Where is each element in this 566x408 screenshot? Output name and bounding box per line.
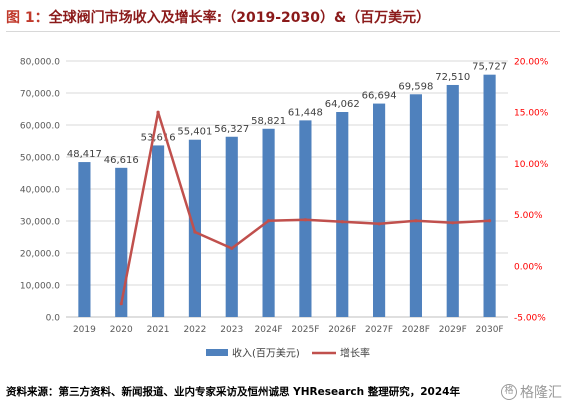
y-right-tick-label: -5.00% bbox=[514, 314, 546, 324]
growth-rate-point bbox=[156, 110, 160, 114]
y-left-tick-label: 20,000.0 bbox=[20, 250, 60, 260]
legend-label-revenue: 收入(百万美元) bbox=[232, 347, 300, 360]
x-tick-label: 2025F bbox=[291, 325, 319, 335]
y-left-tick-label: 40,000.0 bbox=[20, 186, 60, 196]
growth-rate-point bbox=[451, 221, 455, 225]
y-left-tick-label: 70,000.0 bbox=[20, 90, 60, 100]
growth-rate-point bbox=[303, 218, 308, 222]
figure-title-text: 全球阀门市场收入及增长率:（2019-2030）&（百万美元） bbox=[48, 10, 431, 26]
source-note: 资料来源：第三方资料、新闻报道、业内专家采访及恒州诚思 YHResearch 整… bbox=[6, 386, 460, 398]
bar bbox=[152, 145, 165, 317]
bar-data-label: 56,327 bbox=[214, 124, 249, 135]
bar bbox=[373, 103, 386, 318]
bar-data-label: 69,598 bbox=[398, 81, 433, 92]
legend-swatch-revenue bbox=[206, 349, 228, 356]
growth-rate-point bbox=[119, 302, 123, 306]
y-right-tick-label: 0.00% bbox=[514, 262, 543, 272]
bar bbox=[483, 74, 496, 317]
x-tick-label: 2023 bbox=[220, 325, 243, 335]
y-right-tick-label: 10.00% bbox=[514, 160, 549, 170]
watermark-text: 格隆汇 bbox=[520, 385, 562, 401]
bar bbox=[446, 84, 459, 317]
y-left-tick-label: 0.0 bbox=[46, 314, 61, 324]
bar-data-label: 61,448 bbox=[288, 107, 323, 118]
bar bbox=[262, 128, 275, 317]
bar-data-label: 75,727 bbox=[472, 62, 507, 73]
x-tick-label: 2026F bbox=[328, 325, 356, 335]
x-tick-label: 2019 bbox=[73, 325, 96, 335]
y-left-tick-label: 50,000.0 bbox=[20, 154, 60, 164]
y-right-tick-label: 15.00% bbox=[514, 109, 549, 119]
bar-data-label: 55,401 bbox=[177, 127, 212, 138]
bar bbox=[336, 112, 349, 317]
x-tick-label: 2024F bbox=[255, 325, 283, 335]
watermark-logo-icon: 格 bbox=[501, 384, 517, 400]
y-left-tick-label: 60,000.0 bbox=[20, 122, 60, 132]
bar-data-label: 46,616 bbox=[104, 155, 139, 166]
x-tick-label: 2030F bbox=[476, 325, 504, 335]
x-tick-label: 2027F bbox=[365, 325, 393, 335]
legend-label-growth: 增长率 bbox=[340, 347, 370, 360]
bar-data-label: 66,694 bbox=[362, 91, 397, 102]
figure-label: 图 1： bbox=[6, 10, 49, 26]
bar-data-label: 72,510 bbox=[435, 72, 470, 83]
y-right-tick-label: 20.00% bbox=[514, 58, 549, 68]
bar-data-label: 58,821 bbox=[251, 116, 286, 127]
growth-rate-point bbox=[230, 246, 234, 250]
bar bbox=[115, 167, 128, 317]
bar bbox=[78, 162, 91, 317]
growth-rate-point bbox=[377, 222, 381, 226]
growth-rate-point bbox=[340, 220, 344, 224]
chart: 0.0 10,000.0 20,000.0 30,000.0 40,000.0 50,00… bbox=[20, 58, 549, 360]
y-left-tick-label: 10,000.0 bbox=[20, 282, 60, 292]
x-tick-label: 2020 bbox=[110, 325, 133, 335]
growth-rate-point bbox=[414, 219, 418, 223]
x-tick-label: 2028F bbox=[402, 325, 430, 335]
y-left-tick-label: 30,000.0 bbox=[20, 218, 60, 228]
bar-data-label: 53,616 bbox=[141, 132, 176, 143]
x-tick-label: 2022 bbox=[183, 325, 206, 335]
x-tick-label: 2029F bbox=[439, 325, 467, 335]
bar bbox=[225, 136, 238, 317]
watermark: 格 格隆汇 bbox=[501, 380, 562, 404]
bar-data-label: 48,417 bbox=[67, 149, 102, 160]
growth-rate-point bbox=[487, 219, 492, 223]
bar-data-label: 64,062 bbox=[325, 99, 360, 110]
x-tick-label: 2021 bbox=[147, 325, 170, 335]
growth-rate-point bbox=[193, 230, 197, 234]
figure-title: 图 1：全球阀门市场收入及增长率:（2019-2030）&（百万美元） bbox=[6, 5, 560, 32]
growth-rate-point bbox=[266, 219, 271, 223]
y-left-tick-label: 80,000.0 bbox=[20, 58, 60, 68]
bar bbox=[409, 94, 422, 317]
y-right-tick-label: 5.00% bbox=[514, 211, 543, 221]
